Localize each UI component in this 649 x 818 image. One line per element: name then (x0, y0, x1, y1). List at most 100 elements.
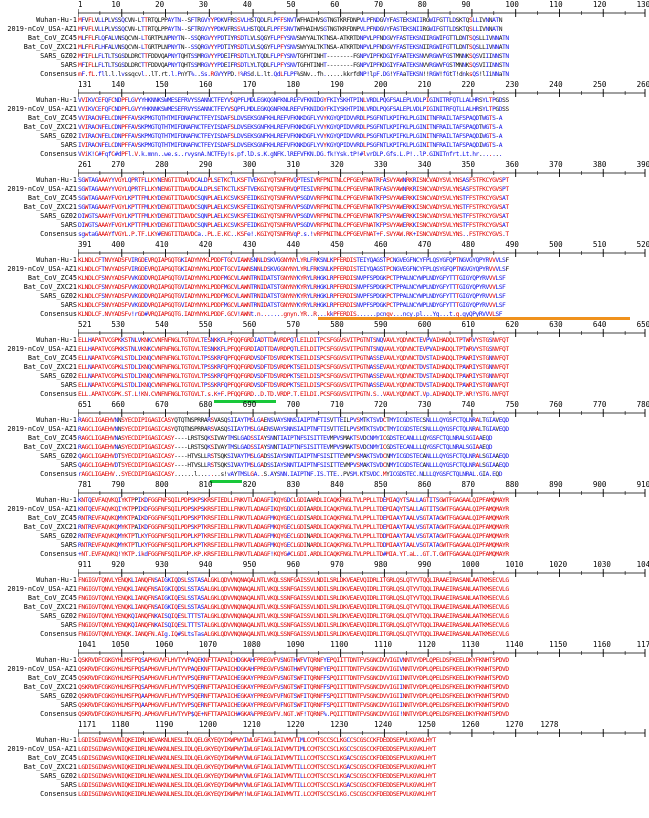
position-number: 600 (417, 320, 432, 329)
sequence-row: SARS_GZ02 KLNDLCFSNVYADSFVVKGDDVRQIAPGQTG… (0, 292, 649, 301)
row-label: Wuhan-Hu-1 (36, 496, 77, 504)
position-number: 1110 (374, 640, 393, 649)
position-number: 980 (374, 560, 388, 569)
row-label: SARS_GZ02 (40, 372, 77, 380)
sequence-text: KLNDLCFTNVYADSFVIRGDEVRQIAPGQTGKIADYNYKL… (78, 266, 509, 273)
position-number: 300 (242, 160, 257, 169)
position-number: 730 (417, 400, 432, 409)
row-label: SARS (60, 461, 77, 469)
position-number: 520 (636, 240, 649, 249)
row-label: SARS (60, 781, 77, 789)
position-number: 1220 (286, 720, 305, 729)
position-number: 110 (549, 0, 563, 9)
position-number: 160 (198, 80, 213, 89)
sequence-text: QSKRVDFCGKGYHLMSFPQSAPHGVVFLHVTYVPSQERNF… (78, 684, 509, 691)
row-label: SARS_GZ02 (40, 132, 77, 140)
position-number: 500 (549, 240, 563, 249)
position-number: 1270 (505, 720, 524, 729)
row-label: Consensus (40, 70, 77, 78)
row-label: 2019-nCoV_USA-AZ1 (7, 425, 77, 433)
sequence-row: SARS RNTREVFAQVKQMYKTPTLKYFGGFNFSQILPDPLK… (0, 541, 649, 550)
sequence-text: FNGIGVTQNVLYENQKQIANQFNKAISQIQESLTTTSTAL… (78, 613, 509, 620)
sequence-text: MFVFLVLLPLVSSQCVN-LTTRTQLPPAYTN--SFTRGVY… (78, 17, 503, 24)
sequence-text: MFIFLLFLTLTSGSDLDRCTTFDDVQAPNYTQHTSSMRGV… (78, 62, 509, 69)
alignment-block: 651 660 670 680 690 700 710 720 730 740 750 760 770 7… (0, 400, 649, 498)
position-number: 70 (374, 0, 384, 9)
sequence-row: 2019-nCoV_USA-AZ1 QSKRVDFCGKGYHLMSFPQSAPH… (0, 665, 649, 674)
position-number: 540 (155, 320, 169, 329)
position-number: 990 (417, 560, 432, 569)
sequence-text: ELL.APATVCGPK.ST.L!KN.CVNFNFNGLTGTGVLT.s… (78, 391, 509, 398)
row-label: 2019-nCoV_USA-AZ1 (7, 345, 77, 353)
consensus-row: Consensus mF.fL.fll.l.lvssqcvl..lT.rt.l.P… (0, 70, 649, 79)
sequence-text: VViK!C#FqfC#dPFl.V.k.mnn..we.s..rvysnA.N… (78, 151, 503, 158)
position-number: 1010 (505, 560, 524, 569)
row-label: Consensus (40, 550, 77, 558)
consensus-row: Consensus KLNDLCF.NVYADSFv!rGD#VRQIAPGQTG… (0, 310, 649, 319)
sequence-row: 2019-nCoV_USA-AZ1 KLNDLCFTNVYADSFVIRGDEVR… (0, 265, 649, 274)
feature-bar-green (210, 480, 242, 483)
position-number: 400 (111, 240, 125, 249)
sequence-row: Bat_CoV_ZC45 FNGIGVTQNVLYENQKLIANQFNSAIGK… (0, 594, 649, 603)
sequence-text: RAGCLIGAEHVNNSYECDIPIGAGICASYQTQTNSPRRAR… (78, 417, 509, 424)
position-number: 630 (549, 320, 563, 329)
consensus-row: Consensus sgwtaGAAAYfVGYL.P.TF.LKY#ENGTIT… (0, 230, 649, 239)
row-label: Bat_CoV_ZC45 (27, 754, 77, 762)
sequence-rows: Wuhan-Hu-1 ELLHAPATVCGPKKSTNLVKNKCVNFNFNG… (0, 336, 649, 399)
position-number: 1070 (198, 640, 217, 649)
sequence-text: QSKRVDFCGKGYHLMSFPQAAPHGVVFLHVTYVPSQERNF… (78, 702, 509, 709)
row-label: Bat_CoV_ZXC21 (23, 603, 77, 611)
sequence-text: MFVFLVLLPLVSSQCVN-LTTRTQLPPAYTN--SFTRGVY… (78, 26, 503, 33)
sequence-text: ELLHAPATVCGPKKSTNLVKNKCVNFNFNGLTGTGVLTES… (78, 346, 509, 353)
position-number: 660 (111, 400, 125, 409)
position-number: 131 (78, 80, 92, 89)
row-label: 2019-nCoV_USA-AZ1 (7, 585, 77, 593)
sequence-text: FNGIGVTQNVLYENQK.IANQFN.AIg.IQ#SLtsTasAL… (78, 631, 509, 638)
position-number: 680 (198, 400, 213, 409)
sequence-text: LGDISGINASVVNIQKEIDRLNEVAKNLNESLIDLQELGK… (78, 773, 436, 780)
position-number: 781 (78, 480, 92, 489)
position-number: 1250 (417, 720, 436, 729)
sequence-row: 2019-nCoV_USA-AZ1 MFVFLVLLPLVSSQCVN-LTTRT… (0, 25, 649, 34)
sequence-row: Wuhan-Hu-1 KLNDLCFTNVYADSFVIRGDEVRQIAPGQT… (0, 256, 649, 265)
position-number: 370 (549, 160, 563, 169)
position-numbers: 651 660 670 680 690 700 710 720 730 740 750 760 770 7… (0, 400, 649, 410)
sequence-row: Bat_CoV_ZC45 SGWTAGAAAYFVGYLKPTTFMLKYDENG… (0, 194, 649, 203)
sequence-text: MLFFLFLHFALVNSQCVN-LTGRTPLNPNYTN--SSQRGV… (78, 44, 509, 51)
sequence-row: 2019-nCoV_USA-AZ1 KNTQEVFAQVKQIYKTPPIKDFG… (0, 505, 649, 514)
row-label: SARS (60, 541, 77, 549)
row-label: 2019-nCoV_USA-AZ1 (7, 25, 77, 33)
position-number: 210 (417, 80, 432, 89)
position-number: 100 (505, 0, 519, 9)
position-number: 1030 (592, 560, 611, 569)
sequence-text: ELLHAPATVCGPKKSTNLVKNKCVNFNFNGLTGTGVLTES… (78, 337, 509, 344)
row-label: SARS_GZ02 (40, 692, 77, 700)
row-label: Wuhan-Hu-1 (36, 736, 77, 744)
row-label: Bat_CoV_ZC45 (27, 34, 77, 42)
sequence-text: VVIRACNFELCDNPFFAVSKPMGTQTHTMIFDNAFNCTFE… (78, 115, 503, 122)
position-number: 1278 (540, 720, 559, 729)
row-label: Bat_CoV_ZXC21 (23, 283, 77, 291)
position-number: 950 (242, 560, 257, 569)
row-label: Consensus (40, 470, 77, 478)
sequence-rows: Wuhan-Hu-1 VVIKVCEFQFCNDPFLGVYYHKNNKSWMES… (0, 96, 649, 159)
position-number: 90 (461, 0, 471, 9)
sequence-row: SARS_GZ02 FNGIGVTQNVLYENQKQIANQFNKAISQIQE… (0, 612, 649, 621)
position-number: 830 (286, 480, 301, 489)
position-number: 260 (636, 80, 649, 89)
ruler (78, 329, 646, 337)
sequence-text: ELLNAPATVCGPKLSTDLIKNQCVNFNFNGLTGTGVLTPS… (78, 355, 509, 362)
sequence-text: KLNDLCF.NVYADSFv!rGD#VRQIAPGQTG.IADYNYKL… (78, 311, 503, 318)
position-number: 1040 (636, 560, 649, 569)
sequence-text: DIWGTSAAAYFVGYLKPTTFMLKYDENGTITDAVDCSQNP… (78, 222, 509, 229)
sequence-row: SARS KLNDLCFSNVYADSFVVKGDDVRQIAPGQTGVIADY… (0, 301, 649, 310)
sequence-text: rAGCLIGAEHV..SYECDIPIGAGICASY......l....… (78, 471, 503, 478)
position-number: 750 (505, 400, 519, 409)
sequence-row: Wuhan-Hu-1 MFVFLVLLPLVSSQCVN-LTTRTQLPPAYT… (0, 16, 649, 25)
position-number: 410 (155, 240, 169, 249)
sequence-row: Bat_CoV_ZXC21 ELLNAPATVCGPKLSTDLIKNQCVNFN… (0, 363, 649, 372)
position-number: 1140 (505, 640, 524, 649)
position-number: 130 (636, 0, 649, 9)
position-number: 780 (636, 400, 649, 409)
sequence-row: SARS DIWGTSAAAYFVGYLKPTTFMLKYDENGTITDAVDC… (0, 221, 649, 230)
